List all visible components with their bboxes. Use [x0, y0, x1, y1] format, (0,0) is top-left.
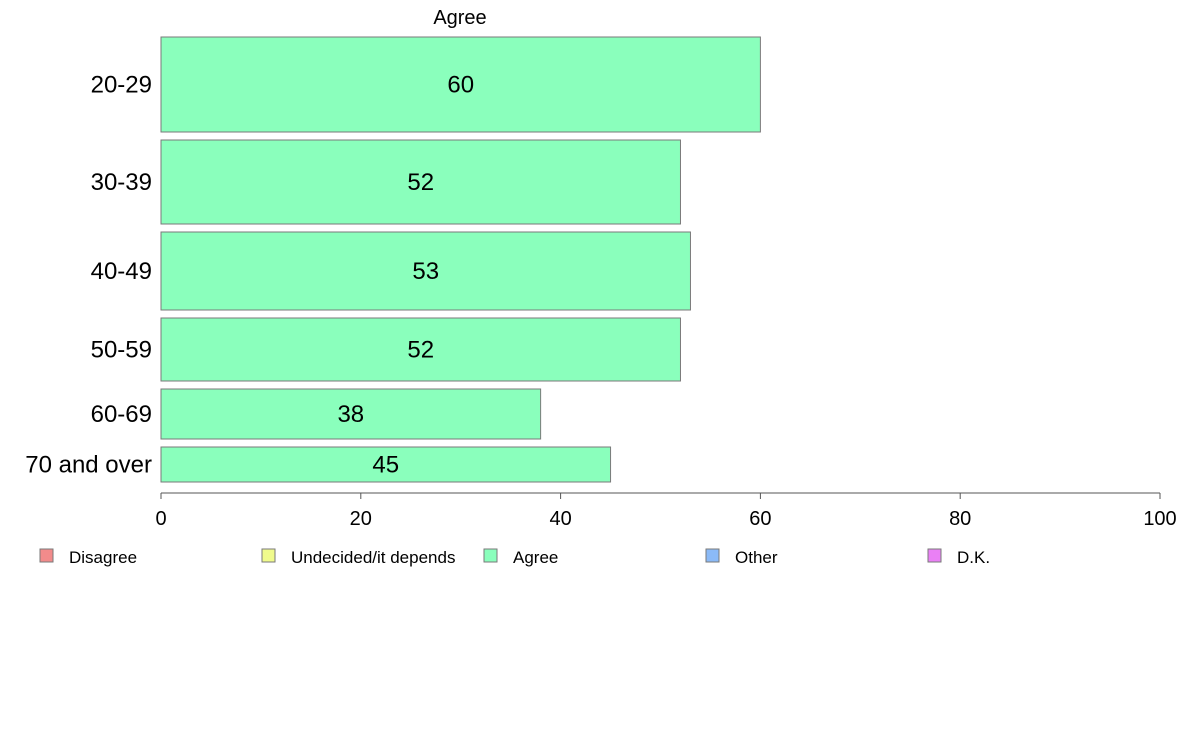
x-tick-label: 20 [350, 508, 372, 530]
legend-item-disagree: Disagree [39, 548, 137, 567]
data-label: 53 [412, 258, 439, 285]
category-label: 60-69 [91, 401, 152, 428]
x-tick-label: 80 [949, 508, 971, 530]
category-label: 50-59 [91, 337, 152, 364]
x-tick-label: 0 [155, 508, 166, 530]
legend-swatch [39, 548, 54, 563]
legend-item-d-k-: D.K. [927, 548, 990, 567]
data-label: 52 [407, 169, 434, 196]
data-label: 38 [337, 401, 364, 428]
category-label: 70 and over [25, 452, 152, 479]
legend-item-other: Other [705, 548, 778, 567]
bar-20-29 [160, 36, 761, 133]
legend-swatch [705, 548, 720, 563]
category-label: 30-39 [91, 169, 152, 196]
x-tick-label: 40 [549, 508, 571, 530]
bars-layer: 20-29 60 30-39 52 40-49 53 50-59 52 60-69 38 70 an… [25, 36, 761, 483]
legend-item-undecided-it-depends: Undecided/it depends [261, 548, 455, 567]
bar-30-39 [160, 139, 681, 225]
bar-40-49 [160, 231, 691, 311]
chart-title: Agree [433, 7, 486, 29]
legend: Disagree Undecided/it depends Agree Other D.… [39, 548, 990, 567]
legend-item-agree: Agree [483, 548, 558, 567]
legend-swatch [927, 548, 942, 563]
category-label: 40-49 [91, 258, 152, 285]
category-label: 20-29 [91, 72, 152, 99]
x-tick-label: 60 [749, 508, 771, 530]
legend-label: D.K. [957, 548, 990, 567]
bar-60-69 [160, 388, 542, 440]
x-axis: 0 20 40 60 80 100 [155, 492, 1177, 530]
legend-label: Other [735, 548, 778, 567]
legend-label: Undecided/it depends [291, 548, 455, 567]
legend-swatch [483, 548, 498, 563]
legend-swatch [261, 548, 276, 563]
bar-50-59 [160, 317, 681, 382]
legend-label: Agree [513, 548, 558, 567]
data-label: 60 [447, 72, 474, 99]
x-tick-label: 100 [1143, 508, 1176, 530]
legend-label: Disagree [69, 548, 137, 567]
data-label: 52 [407, 337, 434, 364]
data-label: 45 [372, 452, 399, 479]
bar-70-and-over [160, 446, 612, 483]
